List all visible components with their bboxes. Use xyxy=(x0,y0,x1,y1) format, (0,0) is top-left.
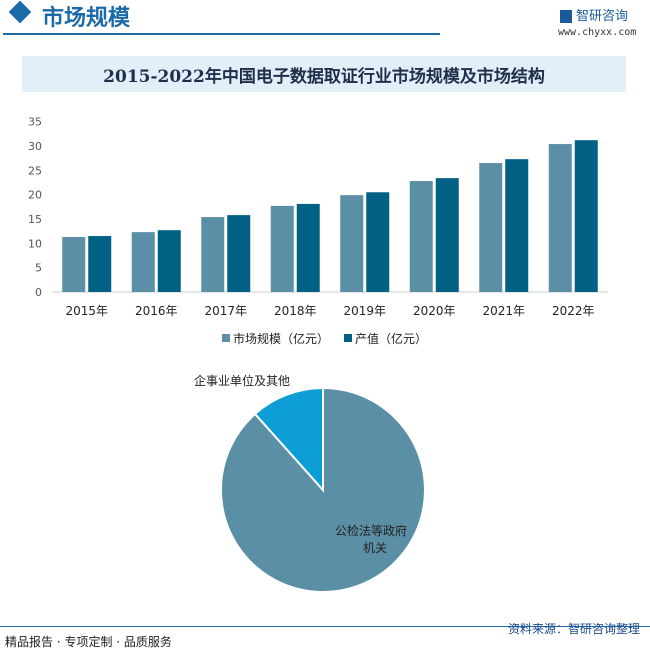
bar-market-size xyxy=(409,181,433,292)
pie-slice xyxy=(253,386,324,493)
x-tick-label: 2018年 xyxy=(274,304,317,318)
bar-market-size xyxy=(479,163,503,292)
x-tick-label: 2016年 xyxy=(135,304,178,318)
pie-label: 公检法等政府 xyxy=(335,523,407,538)
chart-title: 2015-2022年中国电子数据取证行业市场规模及市场结构 xyxy=(22,56,626,92)
pie-label-enterprise: 企事业单位及其他 xyxy=(194,373,290,388)
bar-output-value xyxy=(296,203,320,292)
x-tick-label: 2015年 xyxy=(65,304,108,318)
logo: 智研咨询 xyxy=(560,5,628,24)
y-tick-label: 30 xyxy=(28,140,42,153)
legend-swatch xyxy=(344,334,352,342)
x-tick-label: 2020年 xyxy=(413,304,456,318)
section-title: 市场规模 xyxy=(42,5,131,31)
data-source: 资料来源：智研咨询整理 xyxy=(507,622,640,636)
bar-output-value xyxy=(505,159,529,292)
bar-market-size xyxy=(548,144,572,292)
legend-label: 市场规模（亿元） xyxy=(233,331,329,346)
x-tick-label: 2021年 xyxy=(482,304,525,318)
bar-market-size xyxy=(270,205,294,292)
bar-output-value xyxy=(157,230,181,292)
bar-market-size xyxy=(201,217,225,292)
x-tick-label: 2022年 xyxy=(552,304,595,318)
y-tick-label: 25 xyxy=(28,164,42,177)
bar-market-size xyxy=(131,232,155,292)
y-tick-label: 10 xyxy=(28,237,42,250)
x-tick-label: 2017年 xyxy=(204,304,247,318)
bar-output-value xyxy=(88,236,112,292)
bar-market-size xyxy=(340,195,364,292)
bar-market-size xyxy=(62,237,86,292)
x-tick-label: 2019年 xyxy=(343,304,386,318)
pie-label-cont: 机关 xyxy=(363,541,387,555)
bar-output-value xyxy=(227,215,251,292)
header-divider xyxy=(3,33,440,35)
y-tick-label: 35 xyxy=(28,116,42,129)
y-tick-label: 20 xyxy=(28,189,42,202)
footer-slogan: 精品报告 · 专项定制 · 品质服务 xyxy=(5,635,172,649)
logo-text: 智研咨询 xyxy=(576,9,629,24)
bar-output-value xyxy=(574,140,598,292)
bar-output-value xyxy=(435,178,459,292)
y-tick-label: 0 xyxy=(35,286,42,299)
y-tick-label: 5 xyxy=(35,262,42,275)
site-url: www.chyxx.com xyxy=(558,27,637,38)
bar-output-value xyxy=(366,192,390,292)
logo-icon xyxy=(560,10,572,23)
legend-label: 产值（亿元） xyxy=(355,331,427,346)
footer-divider xyxy=(0,626,650,627)
legend-swatch xyxy=(222,334,230,342)
y-tick-label: 15 xyxy=(28,213,42,226)
